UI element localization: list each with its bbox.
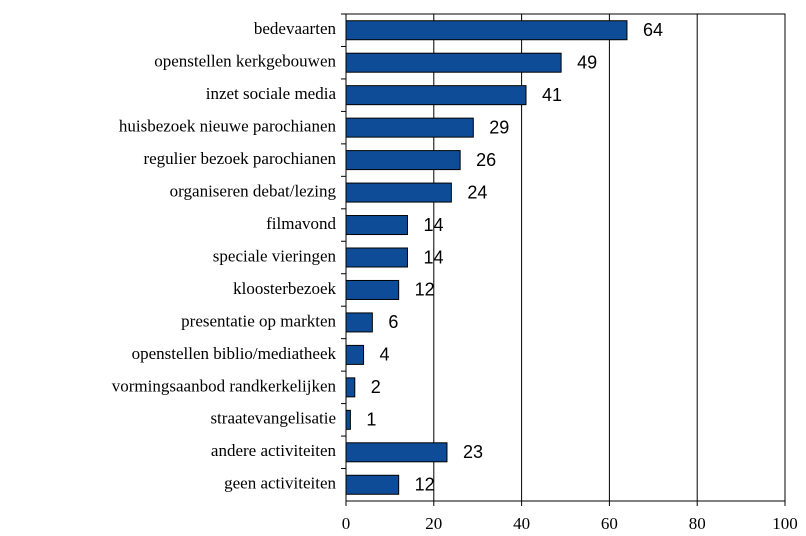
y-tick-label: andere activiteiten — [211, 441, 337, 460]
x-tick-label: 20 — [425, 514, 442, 533]
value-label: 29 — [489, 117, 509, 137]
value-label: 26 — [476, 150, 496, 170]
value-label: 23 — [463, 442, 483, 462]
y-tick-label: speciale vieringen — [213, 246, 337, 265]
y-tick-label: openstellen kerkgebouwen — [154, 52, 336, 71]
value-label: 14 — [423, 215, 443, 235]
value-label: 6 — [388, 312, 398, 332]
value-label: 14 — [423, 247, 443, 267]
bar — [345, 150, 461, 171]
bar — [345, 117, 474, 138]
x-tick-label: 40 — [513, 514, 530, 533]
bar — [345, 409, 351, 430]
y-tick-label: bedevaarten — [254, 19, 337, 38]
value-label: 41 — [542, 85, 562, 105]
value-label: 12 — [415, 475, 435, 495]
bar — [345, 182, 452, 203]
bar — [345, 247, 408, 268]
y-tick-label: vormingsaanbod randkerkelijken — [112, 376, 337, 395]
bar — [345, 85, 527, 106]
value-label: 1 — [366, 410, 376, 430]
y-tick-label: inzet sociale media — [206, 84, 337, 103]
x-tick-label: 60 — [601, 514, 618, 533]
y-tick-label: kloosterbezoek — [233, 279, 336, 298]
y-tick-label: huisbezoek nieuwe parochianen — [119, 117, 337, 136]
value-label: 2 — [371, 377, 381, 397]
value-label: 12 — [415, 280, 435, 300]
value-label: 4 — [380, 345, 390, 365]
value-label: 24 — [467, 182, 487, 202]
bar — [345, 312, 373, 333]
y-tick-label: presentatie op markten — [181, 311, 336, 330]
bar — [345, 344, 365, 365]
y-tick-label: openstellen biblio/mediatheek — [132, 344, 337, 363]
bar — [345, 442, 448, 463]
x-tick-label: 100 — [772, 514, 798, 533]
x-tick-label: 0 — [342, 514, 351, 533]
y-tick-label: straatevangelisatie — [210, 409, 336, 428]
y-tick-label: organiseren debat/lezing — [170, 181, 337, 200]
y-tick-label: filmavond — [266, 214, 336, 233]
bar — [345, 377, 356, 398]
bar — [345, 52, 562, 73]
value-label: 64 — [643, 20, 663, 40]
y-tick-label: regulier bezoek parochianen — [143, 149, 336, 168]
value-label: 49 — [577, 52, 597, 72]
bar — [345, 474, 400, 495]
bar — [345, 279, 400, 300]
y-tick-label: geen activiteiten — [224, 474, 336, 493]
bar — [345, 20, 628, 41]
x-tick-label: 80 — [689, 514, 706, 533]
bar — [345, 215, 408, 236]
